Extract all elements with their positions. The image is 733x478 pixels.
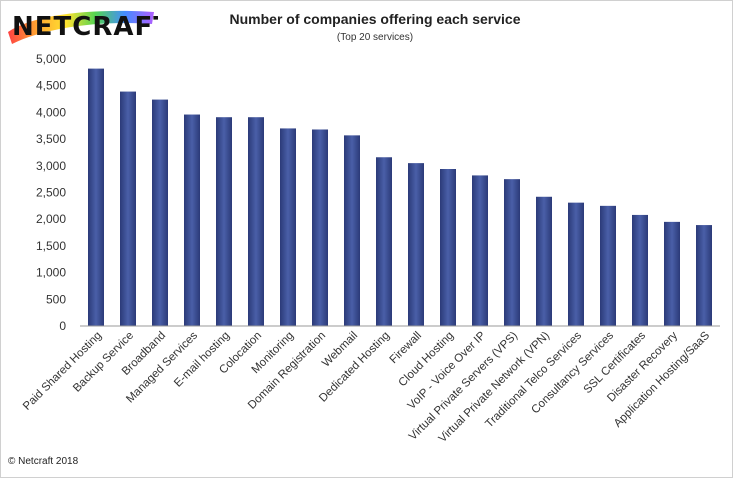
chart-subtitle: (Top 20 services) [336,32,414,43]
y-tick-label: 3,500 [36,132,66,146]
bar [696,225,712,326]
x-category-label: E-mail hosting [172,330,232,390]
bar [248,117,264,327]
y-tick-label: 3,000 [36,159,66,173]
bar [632,214,648,326]
bar [600,205,616,326]
bar [152,99,168,326]
bar [568,202,584,326]
bar [376,157,392,326]
bar [440,169,456,326]
bar [664,221,680,326]
bar [184,114,200,326]
y-tick-label: 1,000 [36,266,66,280]
bar [120,91,136,326]
bar [408,163,424,326]
copyright-text: © Netcraft 2018 [8,456,79,467]
bar [536,196,552,326]
bar [88,68,104,326]
logo-text: NETCRAFT [12,12,158,42]
bar [344,135,360,326]
y-tick-label: 500 [46,292,66,306]
y-tick-label: 0 [59,319,66,333]
bar [280,128,296,326]
bar [504,179,520,326]
y-tick-label: 4,500 [36,79,66,93]
y-tick-label: 2,500 [36,186,66,200]
bar [472,175,488,326]
y-tick-label: 4,000 [36,105,66,119]
bar [216,117,232,327]
y-tick-label: 1,500 [36,239,66,253]
netcraft-logo: NETCRAFT [8,10,158,45]
y-tick-label: 2,000 [36,212,66,226]
bar [312,129,328,326]
y-tick-label: 5,000 [36,52,66,66]
chart-title: Number of companies offering each servic… [229,11,521,27]
